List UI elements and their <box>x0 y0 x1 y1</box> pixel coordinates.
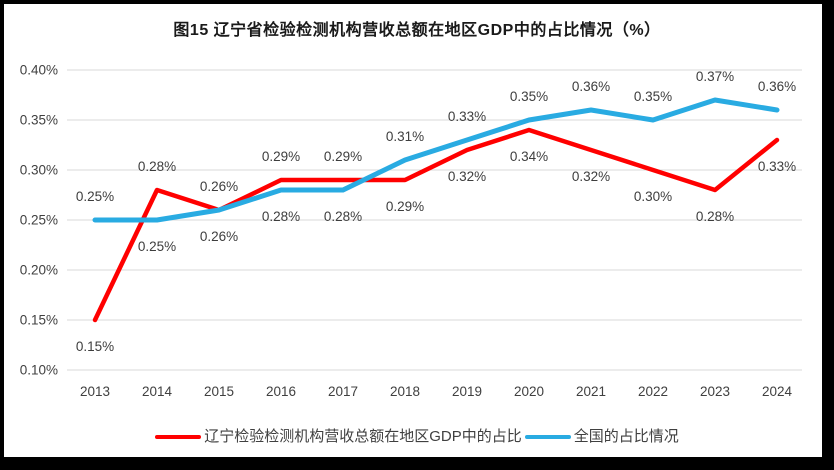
y-axis-tick-label: 0.40% <box>20 63 58 78</box>
data-label-national: 0.25% <box>76 189 114 204</box>
data-label-liaoning: 0.28% <box>138 159 176 174</box>
data-label-liaoning: 0.30% <box>634 189 672 204</box>
y-axis-tick-label: 0.20% <box>20 263 58 278</box>
data-label-liaoning: 0.28% <box>696 209 734 224</box>
data-label-national: 0.35% <box>510 89 548 104</box>
data-label-national: 0.26% <box>200 229 238 244</box>
x-axis-tick-label: 2016 <box>266 384 296 399</box>
x-axis-tick-label: 2020 <box>514 384 544 399</box>
legend-swatch-liaoning-line <box>155 435 202 439</box>
y-axis-tick-label: 0.35% <box>20 113 58 128</box>
chart-legend: 辽宁检验检测机构营收总额在地区GDP中的占比 全国的占比情况 <box>0 426 834 448</box>
x-axis-tick-label: 2015 <box>204 384 234 399</box>
legend-label-liaoning: 辽宁检验检测机构营收总额在地区GDP中的占比 <box>204 428 522 445</box>
x-axis-tick-label: 2022 <box>638 384 668 399</box>
data-label-liaoning: 0.29% <box>324 149 362 164</box>
data-label-national: 0.28% <box>262 209 300 224</box>
series-line-liaoning <box>92 127 780 323</box>
legend-label-national: 全国的占比情况 <box>573 428 679 445</box>
data-label-national: 0.37% <box>696 69 734 84</box>
data-label-national: 0.33% <box>448 109 486 124</box>
chart-card <box>4 4 822 457</box>
data-label-liaoning: 0.15% <box>76 339 114 354</box>
data-label-national: 0.36% <box>758 79 796 94</box>
data-label-liaoning: 0.29% <box>262 149 300 164</box>
chart-title: 图15 辽宁省检验检测机构营收总额在地区GDP中的占比情况（%） <box>173 22 661 39</box>
y-axis-tick-label: 0.30% <box>20 163 58 178</box>
data-label-liaoning: 0.34% <box>510 149 548 164</box>
data-label-liaoning: 0.26% <box>200 179 238 194</box>
series-line-national <box>92 97 780 223</box>
x-axis-tick-label: 2021 <box>576 384 606 399</box>
x-axis-tick-label: 2019 <box>452 384 482 399</box>
data-label-national: 0.35% <box>634 89 672 104</box>
data-label-national: 0.31% <box>386 129 424 144</box>
data-label-liaoning: 0.32% <box>448 169 486 184</box>
data-label-liaoning: 0.29% <box>386 199 424 214</box>
y-axis-tick-label: 0.25% <box>20 213 58 228</box>
x-axis-tick-label: 2013 <box>80 384 110 399</box>
data-label-national: 0.36% <box>572 79 610 94</box>
x-axis-tick-label: 2023 <box>700 384 730 399</box>
data-label-liaoning: 0.33% <box>758 159 796 174</box>
y-axis-tick-label: 0.10% <box>20 363 58 378</box>
data-label-national: 0.25% <box>138 239 176 254</box>
x-axis-tick-label: 2018 <box>390 384 420 399</box>
legend-swatch-national-line <box>524 435 571 439</box>
x-axis-tick-label: 2014 <box>142 384 173 399</box>
x-axis-tick-label: 2024 <box>762 384 793 399</box>
data-label-liaoning: 0.32% <box>572 169 610 184</box>
data-label-national: 0.28% <box>324 209 362 224</box>
y-axis-tick-label: 0.15% <box>20 313 58 328</box>
x-axis-tick-label: 2017 <box>328 384 358 399</box>
